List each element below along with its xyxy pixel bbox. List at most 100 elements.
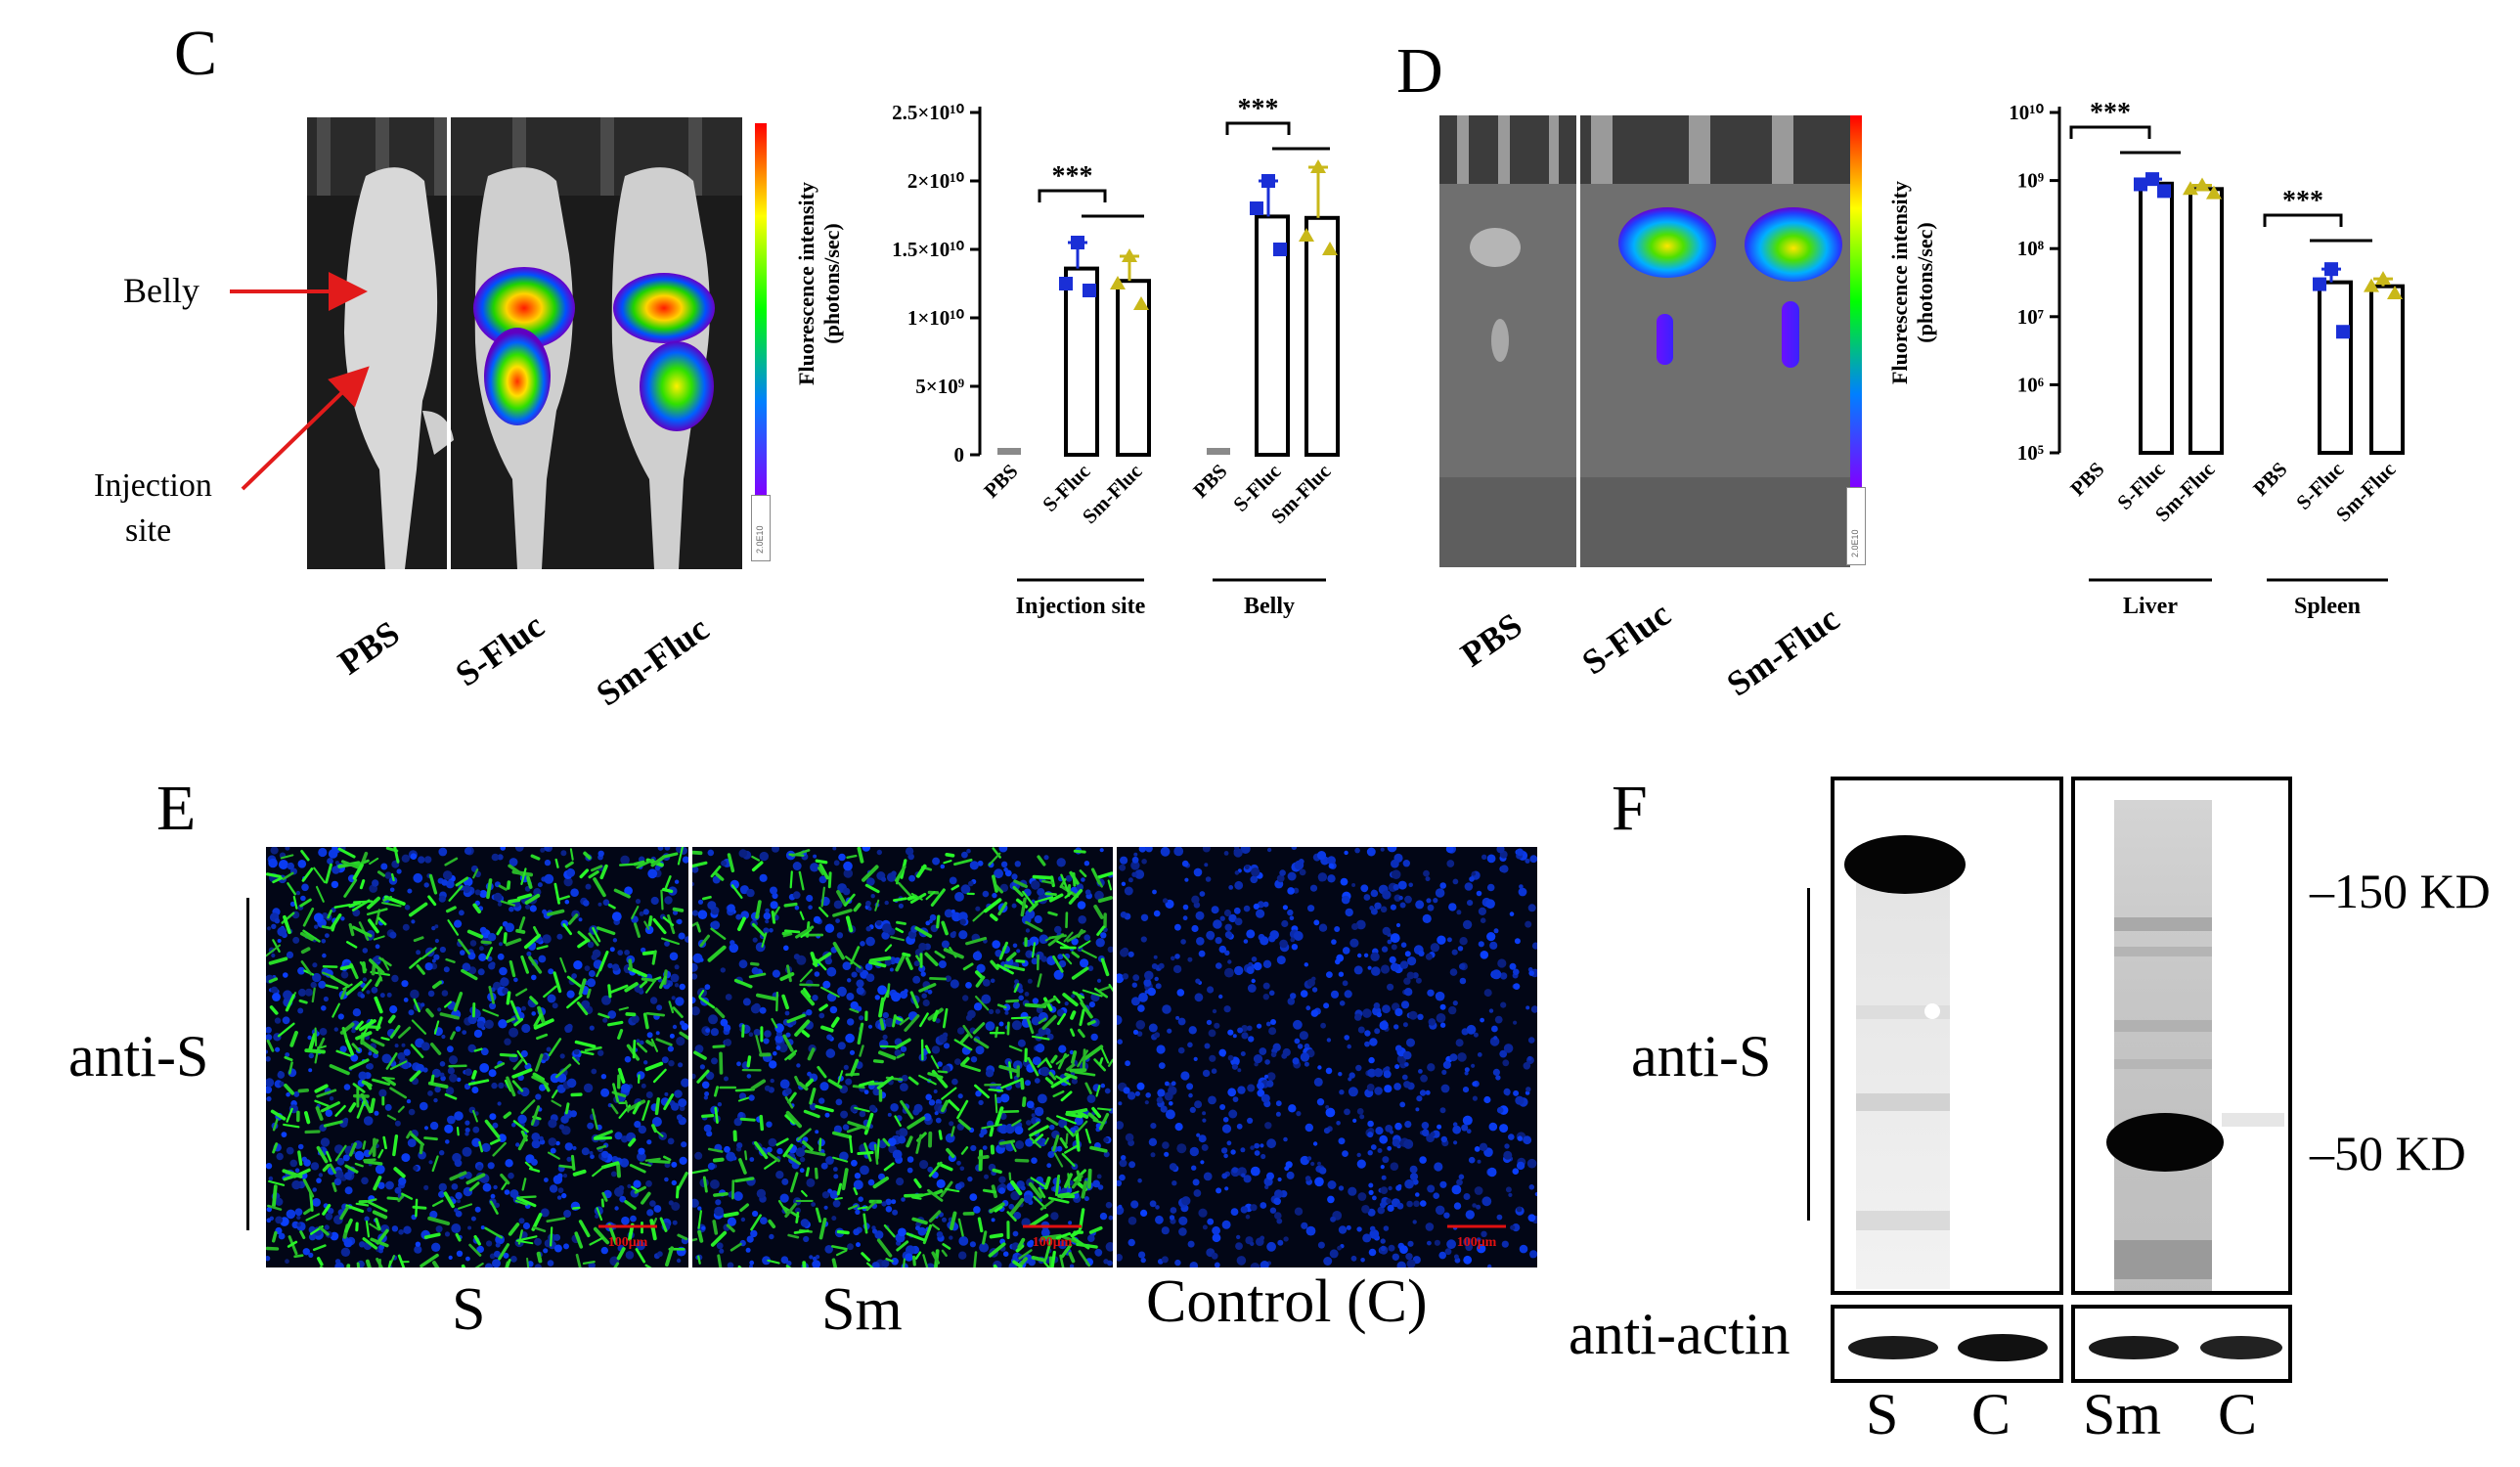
nucleus (447, 1045, 454, 1053)
nucleus (811, 1202, 816, 1207)
nucleus (989, 1008, 995, 1014)
nucleus (566, 868, 576, 877)
nucleus (954, 1182, 962, 1190)
nucleus (1503, 1044, 1514, 1053)
nucleus (1452, 878, 1459, 885)
nucleus (1442, 1060, 1451, 1069)
nucleus (493, 1184, 498, 1190)
green-cell (613, 1262, 620, 1267)
green-cell (957, 1218, 964, 1237)
green-cell (847, 1204, 859, 1211)
blot-actin-right (2071, 1305, 2292, 1383)
nucleus (1327, 1180, 1337, 1189)
green-cell (413, 998, 420, 1013)
bar (1255, 214, 1290, 457)
nucleus (1334, 926, 1341, 932)
nucleus (727, 1262, 734, 1267)
green-cell (397, 1254, 406, 1267)
nucleus (1463, 1237, 1473, 1247)
nucleus (935, 1117, 942, 1124)
nucleus (915, 1225, 920, 1231)
green-cell (896, 1052, 906, 1059)
green-cell (369, 1097, 376, 1114)
green-cell (848, 1134, 854, 1153)
nucleus (1127, 951, 1134, 957)
nucleus (1423, 869, 1430, 877)
nucleus (1194, 993, 1204, 1002)
green-cell (517, 1134, 528, 1151)
nucleus (1235, 1242, 1243, 1250)
nucleus (1327, 874, 1336, 883)
nucleus (313, 912, 324, 923)
nucleus (1356, 1108, 1364, 1115)
green-cell (771, 1017, 778, 1029)
green-cell (1096, 871, 1113, 879)
nucleus (297, 860, 307, 868)
green-cell (505, 938, 522, 947)
green-cell (798, 1082, 809, 1091)
nucleus (641, 1083, 646, 1089)
nucleus (474, 889, 481, 896)
green-cell (820, 986, 840, 999)
nucleus (1360, 884, 1369, 893)
nucleus (1480, 917, 1486, 923)
nucleus (403, 998, 409, 1002)
green-cell (1081, 949, 1097, 959)
nucleus (431, 925, 436, 931)
nucleus (949, 1235, 953, 1240)
nucleus (266, 1096, 272, 1102)
green-cell (508, 1222, 520, 1236)
nucleus (701, 1225, 706, 1230)
nucleus (612, 938, 618, 943)
nucleus (837, 1042, 846, 1050)
nucleus (1513, 1089, 1520, 1096)
nucleus (1038, 1093, 1047, 1104)
nucleus (1466, 1129, 1472, 1134)
nucleus (447, 1067, 455, 1075)
green-cell (649, 1219, 657, 1241)
green-cell (1052, 955, 1064, 973)
nucleus (1086, 1094, 1096, 1103)
nucleus (1247, 1117, 1254, 1124)
nucleus (378, 1244, 384, 1251)
nucleus (779, 1079, 790, 1089)
green-cell (450, 1031, 456, 1041)
nucleus (951, 1078, 958, 1086)
green-cell (1060, 1243, 1073, 1259)
nucleus (1407, 1240, 1414, 1247)
nucleus (471, 1137, 481, 1147)
green-cell (348, 901, 362, 909)
green-cell (1067, 1173, 1071, 1189)
nucleus (1339, 1089, 1345, 1095)
green-cell (902, 1258, 906, 1267)
nucleus (1459, 937, 1468, 946)
green-cell (1049, 875, 1055, 888)
nucleus (1234, 965, 1244, 976)
green-cell (356, 1100, 366, 1119)
nucleus (361, 1177, 369, 1185)
nucleus (303, 1159, 311, 1167)
nucleus (763, 927, 770, 934)
green-cell (362, 1140, 367, 1150)
nucleus (1371, 966, 1381, 976)
nucleus (1279, 869, 1286, 876)
nucleus (447, 1115, 456, 1125)
green-cell (372, 1078, 391, 1087)
green-cell (1056, 1115, 1077, 1125)
nucleus (1074, 1116, 1083, 1126)
green-cell (498, 1243, 510, 1261)
nucleus (1275, 1100, 1282, 1107)
nucleus (1348, 1186, 1357, 1196)
green-cell (592, 1166, 605, 1178)
chart-ylabel: Fluorescence intensity (photons/sec) (794, 182, 844, 385)
nucleus (806, 1178, 816, 1187)
nucleus (268, 858, 278, 868)
green-cell (1070, 1028, 1076, 1037)
green-cell (337, 847, 356, 859)
nucleus (756, 1188, 767, 1199)
green-cell (411, 1019, 427, 1035)
nucleus (1370, 952, 1380, 961)
nucleus (843, 868, 854, 878)
green-cell (846, 854, 858, 860)
nucleus (792, 862, 802, 870)
